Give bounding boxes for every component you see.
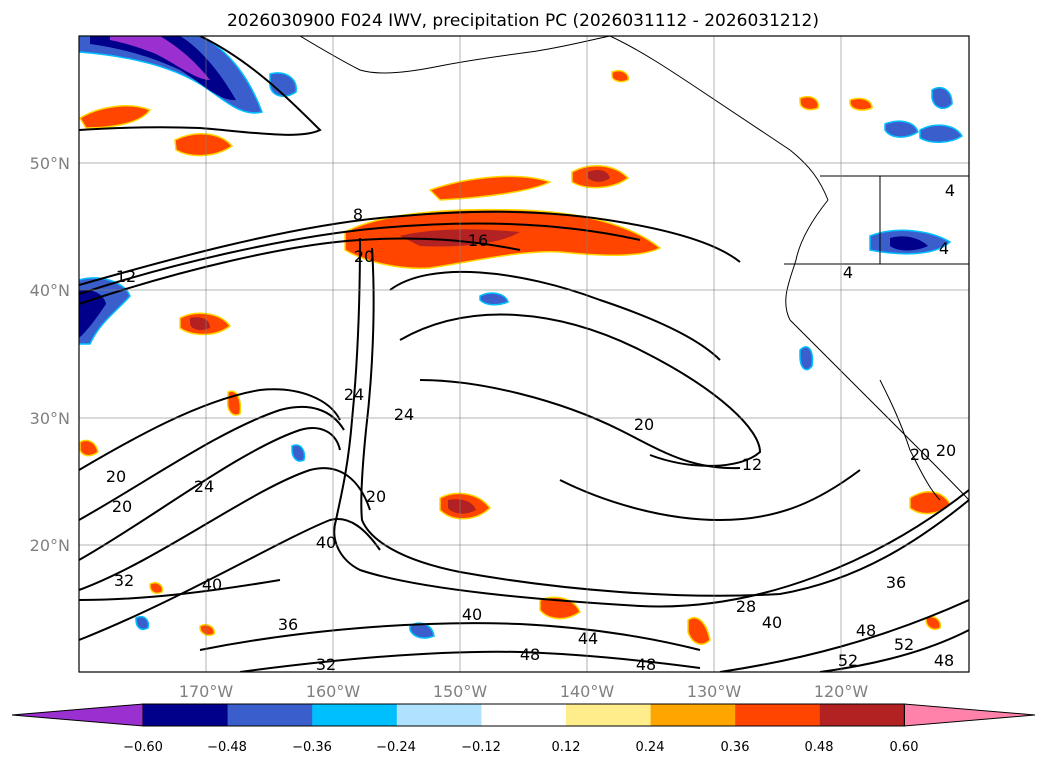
colorbar-extend-min	[11, 703, 144, 727]
colorbar-tick-label: 0.36	[721, 740, 750, 755]
lon-label: 120°W	[814, 682, 869, 701]
contour-label: 52	[894, 635, 914, 654]
contour-label: 28	[736, 597, 756, 616]
contour-label: 24	[344, 385, 364, 404]
colorbar-segment	[650, 704, 736, 726]
contour-label: 40	[462, 605, 482, 624]
colorbar-ticks: −0.60 −0.48 −0.36 −0.24 −0.12 0.12 0.24 …	[123, 740, 918, 755]
colorbar-segment	[819, 704, 905, 726]
contour-label: 40	[762, 613, 782, 632]
contour-label: 16	[468, 231, 488, 250]
contour-label: 40	[202, 575, 222, 594]
contour-label: 24	[394, 405, 414, 424]
coastlines	[299, 36, 969, 501]
contour-label: 20	[634, 415, 654, 434]
contour-label: 20	[936, 441, 956, 460]
colorbar-segment	[481, 704, 567, 726]
contour-label: 48	[934, 651, 954, 670]
colorbar-extend-max	[903, 703, 1036, 727]
colorbar-tick-label: −0.12	[461, 740, 501, 755]
alaska-coast	[299, 36, 611, 74]
contour-label: 48	[856, 621, 876, 640]
contour-label: 48	[636, 655, 656, 674]
colorbar-tick-label: −0.48	[207, 740, 247, 755]
lon-label: 140°W	[560, 682, 615, 701]
us-west-coast	[789, 319, 969, 501]
colorbar-segment	[143, 704, 229, 726]
contour-label: 4	[939, 239, 949, 258]
contour-label: 36	[278, 615, 298, 634]
plot-title: 2026030900 F024 IWV, precipitation PC (2…	[227, 11, 819, 31]
lat-label: 30°N	[30, 409, 70, 428]
contour-label: 8	[353, 205, 363, 224]
latitude-labels: 50°N 40°N 30°N 20°N	[30, 154, 70, 555]
colorbar-segment	[396, 704, 482, 726]
colorbar-segment	[312, 704, 398, 726]
contour-label: 48	[520, 645, 540, 664]
contour-label: 12	[116, 267, 136, 286]
baja-coast	[879, 379, 941, 501]
canada-coast	[785, 199, 829, 321]
lon-label: 150°W	[433, 682, 488, 701]
colorbar-segment	[735, 704, 821, 726]
colorbar-tick-label: 0.60	[890, 740, 919, 755]
contour-labels: 8 12 16 20 4 4 4 24 24 20 20 20 20 20 24…	[106, 181, 956, 674]
map-frame	[78, 35, 970, 673]
colorbar-tick-label: 0.48	[805, 740, 834, 755]
contour-label: 32	[316, 655, 336, 674]
lat-label: 50°N	[30, 154, 70, 173]
contour-label: 44	[578, 629, 598, 648]
colorbar-tick-label: −0.24	[376, 740, 416, 755]
colorbar-segment	[227, 704, 313, 726]
colorbar-tick-label: −0.36	[292, 740, 332, 755]
colorbar	[11, 703, 1036, 727]
longitude-labels: 170°W 160°W 150°W 140°W 130°W 120°W	[179, 682, 869, 701]
contour-label: 20	[112, 497, 132, 516]
lat-label: 20°N	[30, 536, 70, 555]
map-gridlines	[79, 36, 969, 672]
colorbar-tick-label: 0.12	[552, 740, 581, 755]
contour-label: 20	[366, 487, 386, 506]
contour-label: 20	[354, 247, 374, 266]
contour-label: 36	[886, 573, 906, 592]
contour-label: 24	[194, 477, 214, 496]
contour-label: 12	[742, 455, 762, 474]
contour-label: 20	[910, 445, 930, 464]
lon-label: 130°W	[687, 682, 742, 701]
colorbar-tick-label: −0.60	[123, 740, 163, 755]
iwv-contours	[79, 36, 969, 672]
contour-label: 4	[945, 181, 955, 200]
contour-label: 40	[316, 533, 336, 552]
lon-label: 170°W	[179, 682, 234, 701]
precipitation-anomaly-shading	[79, 36, 964, 645]
colorbar-frame	[142, 703, 905, 727]
colorbar-segment	[566, 704, 652, 726]
contour-label: 32	[114, 571, 134, 590]
contour-label: 20	[106, 467, 126, 486]
colorbar-tick-label: 0.24	[636, 740, 665, 755]
contour-label: 52	[838, 651, 858, 670]
lon-label: 160°W	[306, 682, 361, 701]
lat-label: 40°N	[30, 281, 70, 300]
contour-label: 4	[843, 263, 853, 282]
